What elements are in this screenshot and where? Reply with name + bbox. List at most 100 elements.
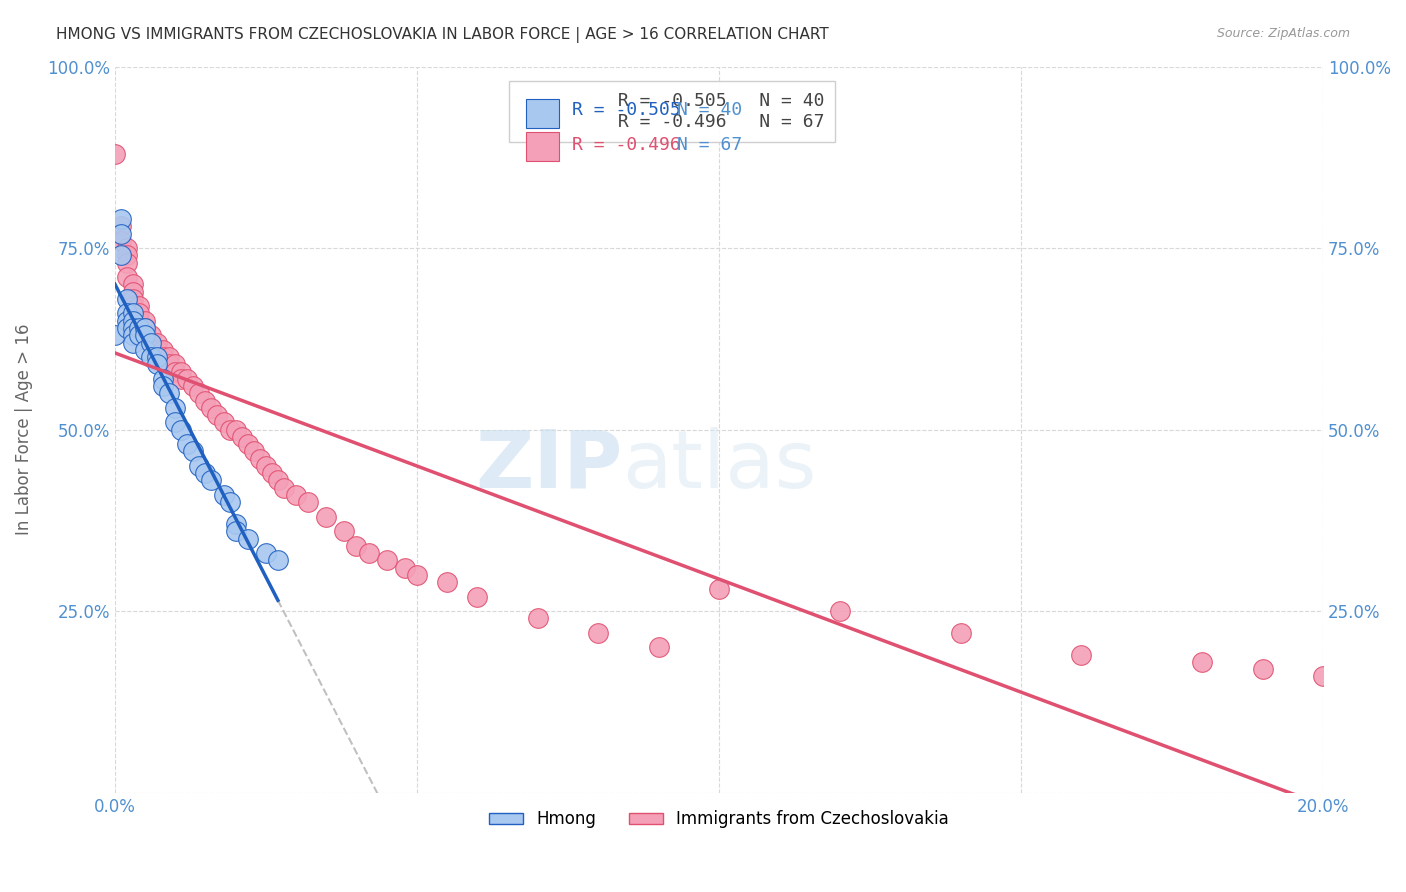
Point <box>110 234 132 248</box>
Point <box>110 248 132 262</box>
Text: Source: ZipAtlas.com: Source: ZipAtlas.com <box>1216 27 1350 40</box>
Point <box>225 516 247 531</box>
Point <box>122 328 145 343</box>
FancyBboxPatch shape <box>526 99 560 128</box>
Point <box>267 474 290 488</box>
Point <box>115 314 138 328</box>
Point <box>122 321 145 335</box>
Point <box>949 626 972 640</box>
Point <box>139 335 162 350</box>
Point <box>188 386 211 401</box>
Point <box>1070 648 1092 662</box>
Point <box>165 365 187 379</box>
Text: N = 40: N = 40 <box>676 102 742 120</box>
Point <box>375 553 398 567</box>
Point <box>357 546 380 560</box>
Point <box>254 546 277 560</box>
Point <box>165 401 187 415</box>
Text: HMONG VS IMMIGRANTS FROM CZECHOSLOVAKIA IN LABOR FORCE | AGE > 16 CORRELATION CH: HMONG VS IMMIGRANTS FROM CZECHOSLOVAKIA … <box>56 27 830 43</box>
Point <box>165 416 187 430</box>
Y-axis label: In Labor Force | Age > 16: In Labor Force | Age > 16 <box>15 324 32 535</box>
Point <box>110 219 132 234</box>
Point <box>297 495 319 509</box>
Point <box>194 466 217 480</box>
Point <box>115 248 138 262</box>
Point <box>134 321 156 335</box>
Point <box>176 437 198 451</box>
Point <box>115 306 138 320</box>
Point <box>200 401 222 415</box>
Point <box>170 423 193 437</box>
Point <box>152 379 174 393</box>
Point <box>394 560 416 574</box>
Point <box>170 365 193 379</box>
Point <box>115 255 138 269</box>
Point <box>122 335 145 350</box>
Legend: Hmong, Immigrants from Czechoslovakia: Hmong, Immigrants from Czechoslovakia <box>482 804 955 835</box>
Point <box>315 509 337 524</box>
Point <box>115 241 138 255</box>
Text: ZIP: ZIP <box>475 427 623 505</box>
Point <box>115 321 138 335</box>
Point <box>157 350 180 364</box>
Point <box>647 640 669 655</box>
Text: atlas: atlas <box>623 427 817 505</box>
Point <box>134 328 156 343</box>
Point <box>1312 669 1334 683</box>
Point <box>207 408 229 422</box>
Point <box>586 626 609 640</box>
Point <box>104 146 127 161</box>
Point <box>146 335 169 350</box>
Point <box>122 277 145 292</box>
Point <box>249 451 271 466</box>
Point <box>231 430 253 444</box>
Point <box>188 458 211 473</box>
Point <box>134 314 156 328</box>
Point <box>176 372 198 386</box>
Point <box>152 372 174 386</box>
Point <box>110 227 132 241</box>
Point <box>436 575 458 590</box>
Point <box>128 328 150 343</box>
Point <box>146 343 169 357</box>
Point <box>346 539 368 553</box>
Point <box>333 524 356 539</box>
Point <box>267 553 290 567</box>
Point <box>134 343 156 357</box>
Point <box>128 314 150 328</box>
Point <box>273 481 295 495</box>
Point <box>104 328 127 343</box>
Point <box>707 582 730 597</box>
Text: R = -0.505   N = 40
         R = -0.496   N = 67: R = -0.505 N = 40 R = -0.496 N = 67 <box>520 92 824 131</box>
Point <box>122 306 145 320</box>
Point <box>128 306 150 320</box>
Point <box>236 532 259 546</box>
Point <box>218 423 240 437</box>
Point <box>218 495 240 509</box>
Point <box>139 350 162 364</box>
Point <box>152 343 174 357</box>
Point <box>157 357 180 371</box>
Point <box>260 466 283 480</box>
Point <box>146 350 169 364</box>
Point <box>225 524 247 539</box>
Point <box>152 350 174 364</box>
Point <box>236 437 259 451</box>
Point <box>134 328 156 343</box>
Point <box>115 270 138 285</box>
Point <box>110 212 132 227</box>
Point <box>122 314 145 328</box>
Point <box>1251 662 1274 676</box>
Point <box>181 444 204 458</box>
Point <box>242 444 264 458</box>
Point <box>170 372 193 386</box>
Point <box>194 393 217 408</box>
Point <box>122 299 145 313</box>
Point <box>526 611 548 625</box>
Point <box>405 567 427 582</box>
Point <box>212 488 235 502</box>
Point <box>254 458 277 473</box>
Text: R = -0.505: R = -0.505 <box>571 102 681 120</box>
Point <box>146 357 169 371</box>
Point <box>200 474 222 488</box>
